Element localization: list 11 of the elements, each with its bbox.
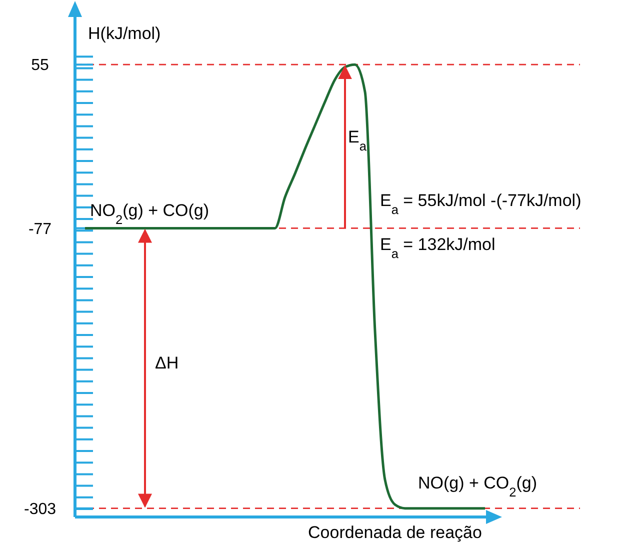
annotation: E$_{a}$ = 132kJ/mol bbox=[380, 235, 496, 261]
annotation: NO(g) + CO$_{2}$(g) bbox=[418, 473, 538, 499]
x-axis-title: Coordenada de reação bbox=[308, 523, 482, 542]
y-tick-label: -77 bbox=[28, 220, 52, 238]
y-tick-label: 55 bbox=[31, 57, 49, 74]
annotation: E$_{a}$ = 55kJ/mol -(-77kJ/mol) bbox=[380, 191, 582, 217]
annotation: NO$_{2}$(g) + CO(g) bbox=[90, 201, 210, 227]
y-tick-label: -303 bbox=[24, 500, 56, 518]
y-axis-title: H(kJ/mol) bbox=[88, 24, 161, 43]
annotation: ΔH bbox=[155, 353, 179, 372]
annotation: E$_{a}$ bbox=[348, 127, 368, 153]
